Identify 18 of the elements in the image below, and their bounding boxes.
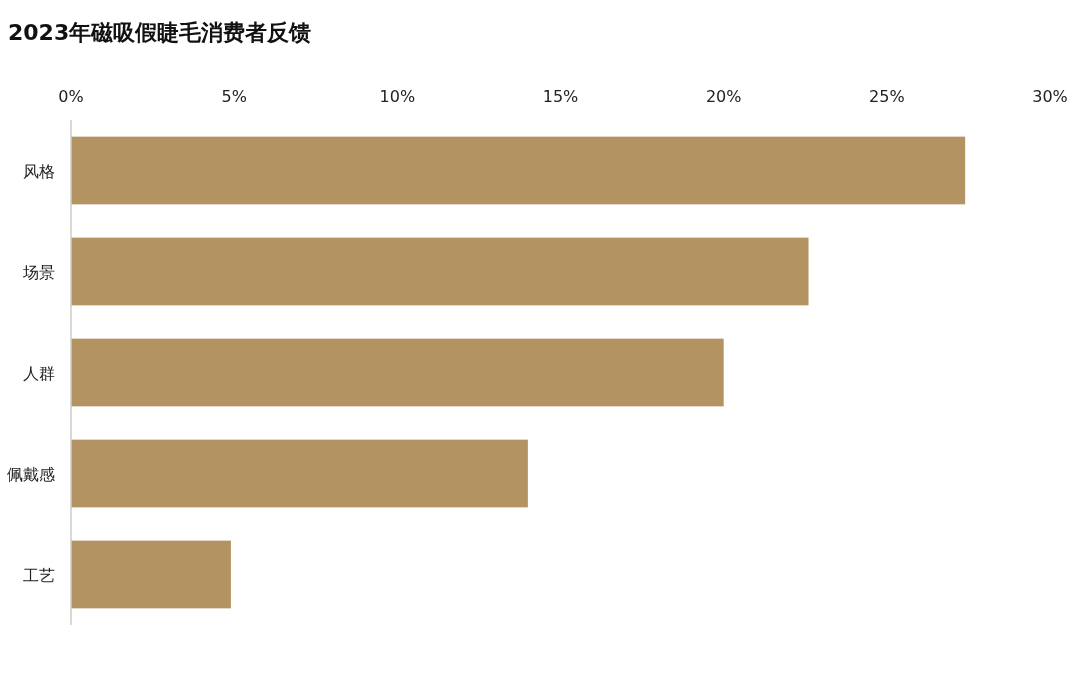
x-tick-label: 0% [58, 87, 84, 106]
y-tick-label: 人群 [23, 363, 55, 383]
y-tick-label: 佩戴感 [7, 464, 55, 484]
y-tick-label: 工艺 [23, 565, 55, 585]
x-tick-label: 5% [221, 87, 247, 106]
bar [71, 237, 809, 306]
x-tick-label: 20% [705, 87, 742, 106]
chart-title: 2023年磁吸假睫毛消费者反馈 [8, 20, 312, 45]
bar [71, 136, 966, 205]
bar [71, 540, 231, 609]
y-tick-label: 风格 [23, 161, 55, 181]
bar [71, 338, 724, 407]
x-tick-label: 25% [869, 87, 905, 106]
x-tick-label: 30% [1032, 87, 1068, 106]
x-tick-label: 10% [379, 87, 416, 106]
y-tick-label: 场景 [22, 262, 55, 282]
bar [71, 439, 528, 508]
x-tick-label: 15% [542, 87, 579, 106]
